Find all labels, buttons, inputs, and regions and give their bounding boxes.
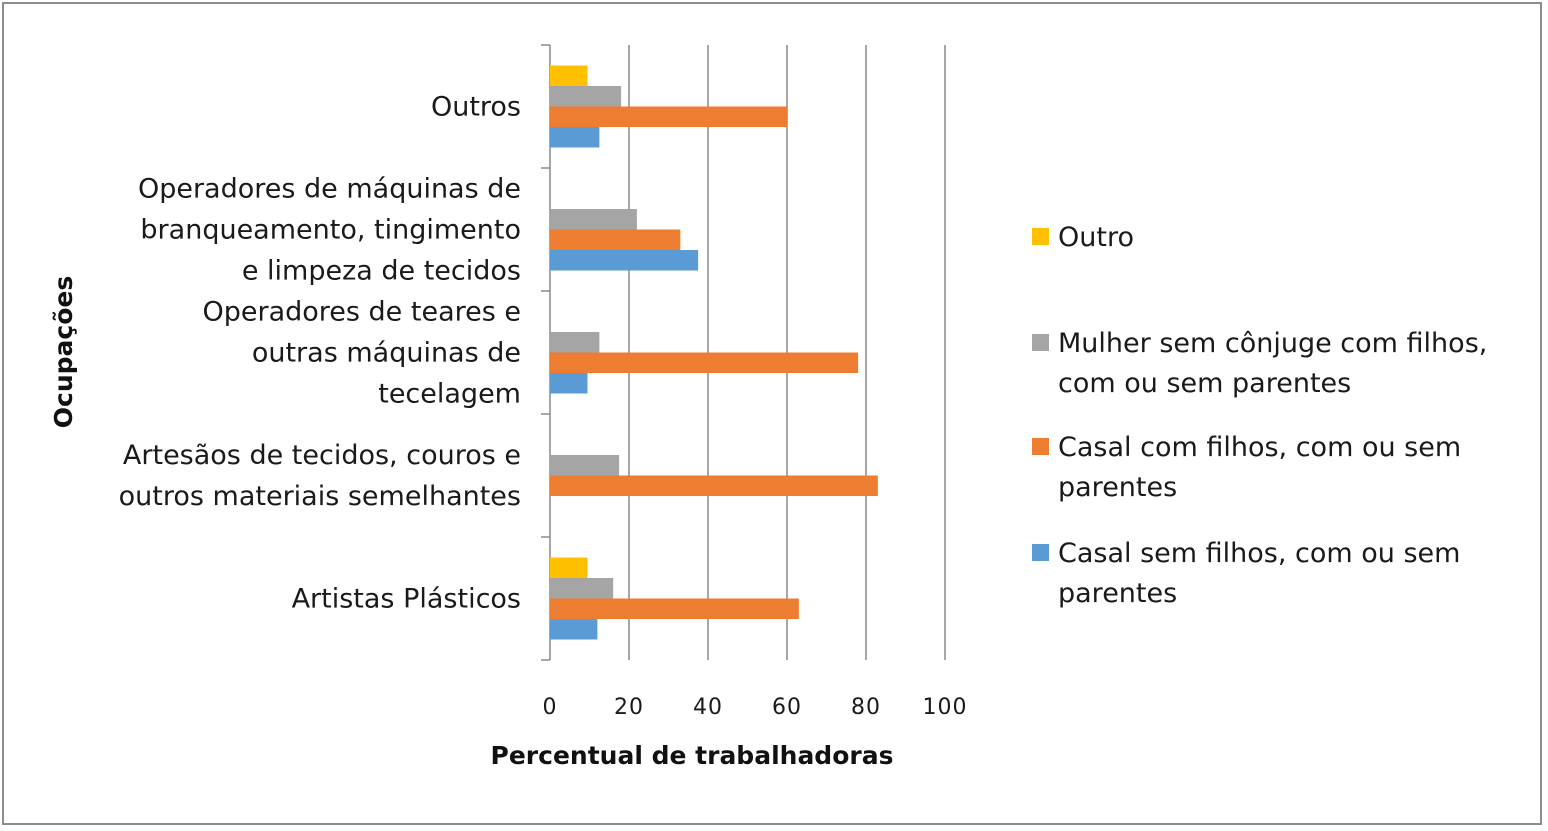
bar <box>550 352 859 373</box>
bar <box>550 373 588 394</box>
bar <box>550 598 799 619</box>
x-tick-label: 60 <box>772 695 802 720</box>
bar <box>550 86 622 107</box>
bar <box>550 332 600 353</box>
x-tick-label: 40 <box>693 695 723 720</box>
bar <box>550 229 681 250</box>
x-tick-label: 20 <box>614 695 644 720</box>
category-label: tecelagem <box>378 379 521 410</box>
legend-label: Mulher sem cônjuge com filhos, <box>1058 328 1487 359</box>
y-axis-title: Ocupações <box>49 276 78 428</box>
bar <box>550 455 620 476</box>
bar <box>550 106 787 127</box>
legend-swatch <box>1032 334 1049 351</box>
legend-label: Casal com filhos, com ou sem <box>1058 432 1461 463</box>
category-label: e limpeza de tecidos <box>242 256 521 287</box>
category-label: Operadores de máquinas de <box>138 174 521 205</box>
category-label: Operadores de teares e <box>202 297 521 328</box>
x-tick-label: 0 <box>543 695 558 720</box>
category-label: outras máquinas de <box>252 338 521 369</box>
x-tick-label: 100 <box>923 695 968 720</box>
bar <box>550 619 598 640</box>
category-label: Outros <box>431 92 521 123</box>
category-label: branqueamento, tingimento <box>140 215 521 246</box>
legend-label: Casal sem filhos, com ou sem <box>1058 538 1460 569</box>
bar <box>550 250 699 271</box>
category-label: Artesãos de tecidos, couros e <box>123 440 521 471</box>
bar <box>550 557 588 578</box>
bar <box>550 475 878 496</box>
legend-label: com ou sem parentes <box>1058 368 1351 399</box>
x-axis-title: Percentual de trabalhadoras <box>491 741 894 770</box>
category-label: Artistas Plásticos <box>292 584 521 615</box>
x-tick-label: 80 <box>851 695 881 720</box>
legend-label: Outro <box>1058 222 1134 253</box>
bar <box>550 209 637 230</box>
bar <box>550 65 588 86</box>
legend-swatch <box>1032 438 1049 455</box>
category-label: outros materiais semelhantes <box>119 481 521 512</box>
legend-swatch <box>1032 544 1049 561</box>
legend-label: parentes <box>1058 578 1177 609</box>
bar <box>550 127 600 148</box>
bar <box>550 578 614 599</box>
legend-swatch <box>1032 228 1049 245</box>
legend-label: parentes <box>1058 472 1177 503</box>
